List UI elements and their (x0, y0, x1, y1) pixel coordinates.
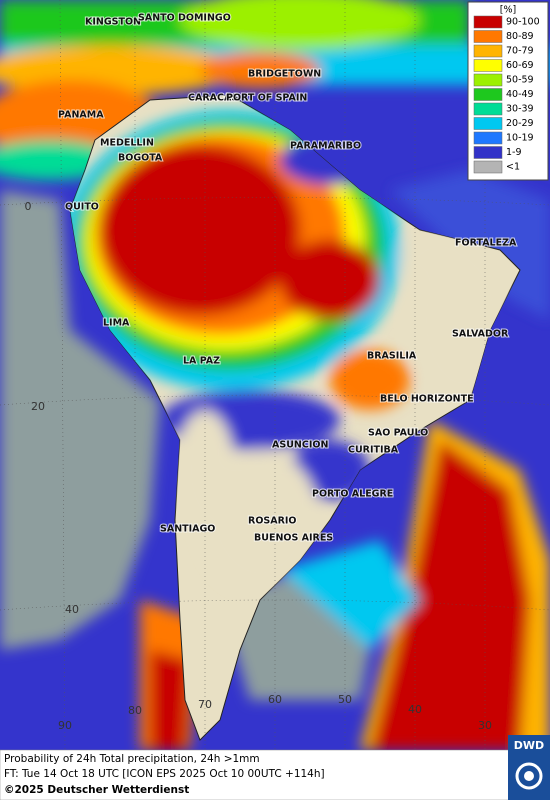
city-label: SALVADOR (452, 329, 509, 340)
legend-swatch (473, 160, 503, 174)
grid-label: 40 (408, 703, 422, 716)
legend-swatch (473, 73, 503, 87)
legend-label: 1-9 (506, 147, 522, 158)
logo-icon (515, 762, 543, 790)
grid-label: 30 (478, 719, 492, 732)
grid-label: 70 (198, 698, 212, 711)
legend-label: 90-100 (506, 17, 540, 28)
legend-swatch (473, 102, 503, 116)
grid-label: 0 (25, 200, 32, 213)
city-label: BRIDGETOWN (248, 69, 321, 80)
city-label: BELO HORIZONTE (380, 394, 474, 405)
grid-label: 50 (338, 693, 352, 706)
legend-label: 50-59 (506, 75, 534, 86)
legend-label: 20-29 (506, 118, 534, 129)
legend-label: 60-69 (506, 60, 534, 71)
city-label: CURITIBA (348, 445, 399, 456)
grid-label: 60 (268, 693, 282, 706)
city-label: PARAMARIBO (290, 141, 361, 152)
grid-label: 20 (31, 400, 45, 413)
city-label: SANTIAGO (160, 524, 215, 535)
grid-label: 80 (128, 704, 142, 717)
city-label: FORTALEZA (455, 238, 517, 249)
footer-line: ©2025 Deutscher Wetterdienst (4, 784, 189, 796)
graticule (0, 0, 550, 750)
legend-swatch (473, 88, 503, 101)
footer-bg (0, 749, 550, 800)
legend-swatch (473, 131, 503, 145)
legend-swatch (473, 117, 503, 130)
legend-label: <1 (506, 162, 520, 173)
city-label: PORT OF SPAIN (226, 93, 307, 104)
city-label: SAO PAULO (368, 428, 428, 439)
legend: [%] 90-100 80-89 70-79 60-69 50-59 40-49 30-39… (467, 1, 549, 181)
city-label: SANTO DOMINGO (138, 13, 231, 24)
city-label: PORTO ALEGRE (312, 489, 393, 500)
grid-label: 90 (58, 719, 72, 732)
rain-field (0, 0, 550, 750)
legend-label: 40-49 (506, 89, 534, 100)
footer-line: FT: Tue 14 Oct 18 UTC [ICON EPS 2025 Oct… (4, 768, 325, 780)
logo-icon (524, 771, 534, 781)
logo-text: DWD (514, 739, 544, 752)
city-label: CARACAS (188, 93, 238, 104)
city-label: ASUNCION (272, 440, 328, 451)
legend-title: [%] (500, 5, 516, 16)
city-label: BOGOTA (118, 153, 163, 164)
land-rain (70, 110, 510, 590)
city-label: ROSARIO (248, 516, 297, 527)
legend-label: 80-89 (506, 31, 534, 42)
city-label: BRASILIA (367, 351, 417, 362)
footer: Probability of 24h Total precipitation, … (0, 735, 550, 800)
legend-label: 30-39 (506, 104, 534, 115)
legend-swatch (473, 59, 503, 72)
city-label: KINGSTON (85, 17, 141, 28)
legend-swatch (473, 30, 503, 43)
city-label: MEDELLIN (100, 138, 154, 149)
legend-swatch (473, 146, 503, 159)
legend-swatch (473, 15, 503, 29)
city-label: BUENOS AIRES (254, 533, 333, 544)
legend-label: 10-19 (506, 133, 534, 144)
city-label: PANAMA (58, 110, 104, 121)
legend-label: 70-79 (506, 46, 534, 57)
city-label: LIMA (103, 318, 130, 329)
footer-line: Probability of 24h Total precipitation, … (4, 753, 260, 765)
grid-label: 40 (65, 603, 79, 616)
city-label: QUITO (65, 202, 99, 213)
legend-swatch (473, 44, 503, 58)
city-label: LA PAZ (183, 356, 220, 367)
